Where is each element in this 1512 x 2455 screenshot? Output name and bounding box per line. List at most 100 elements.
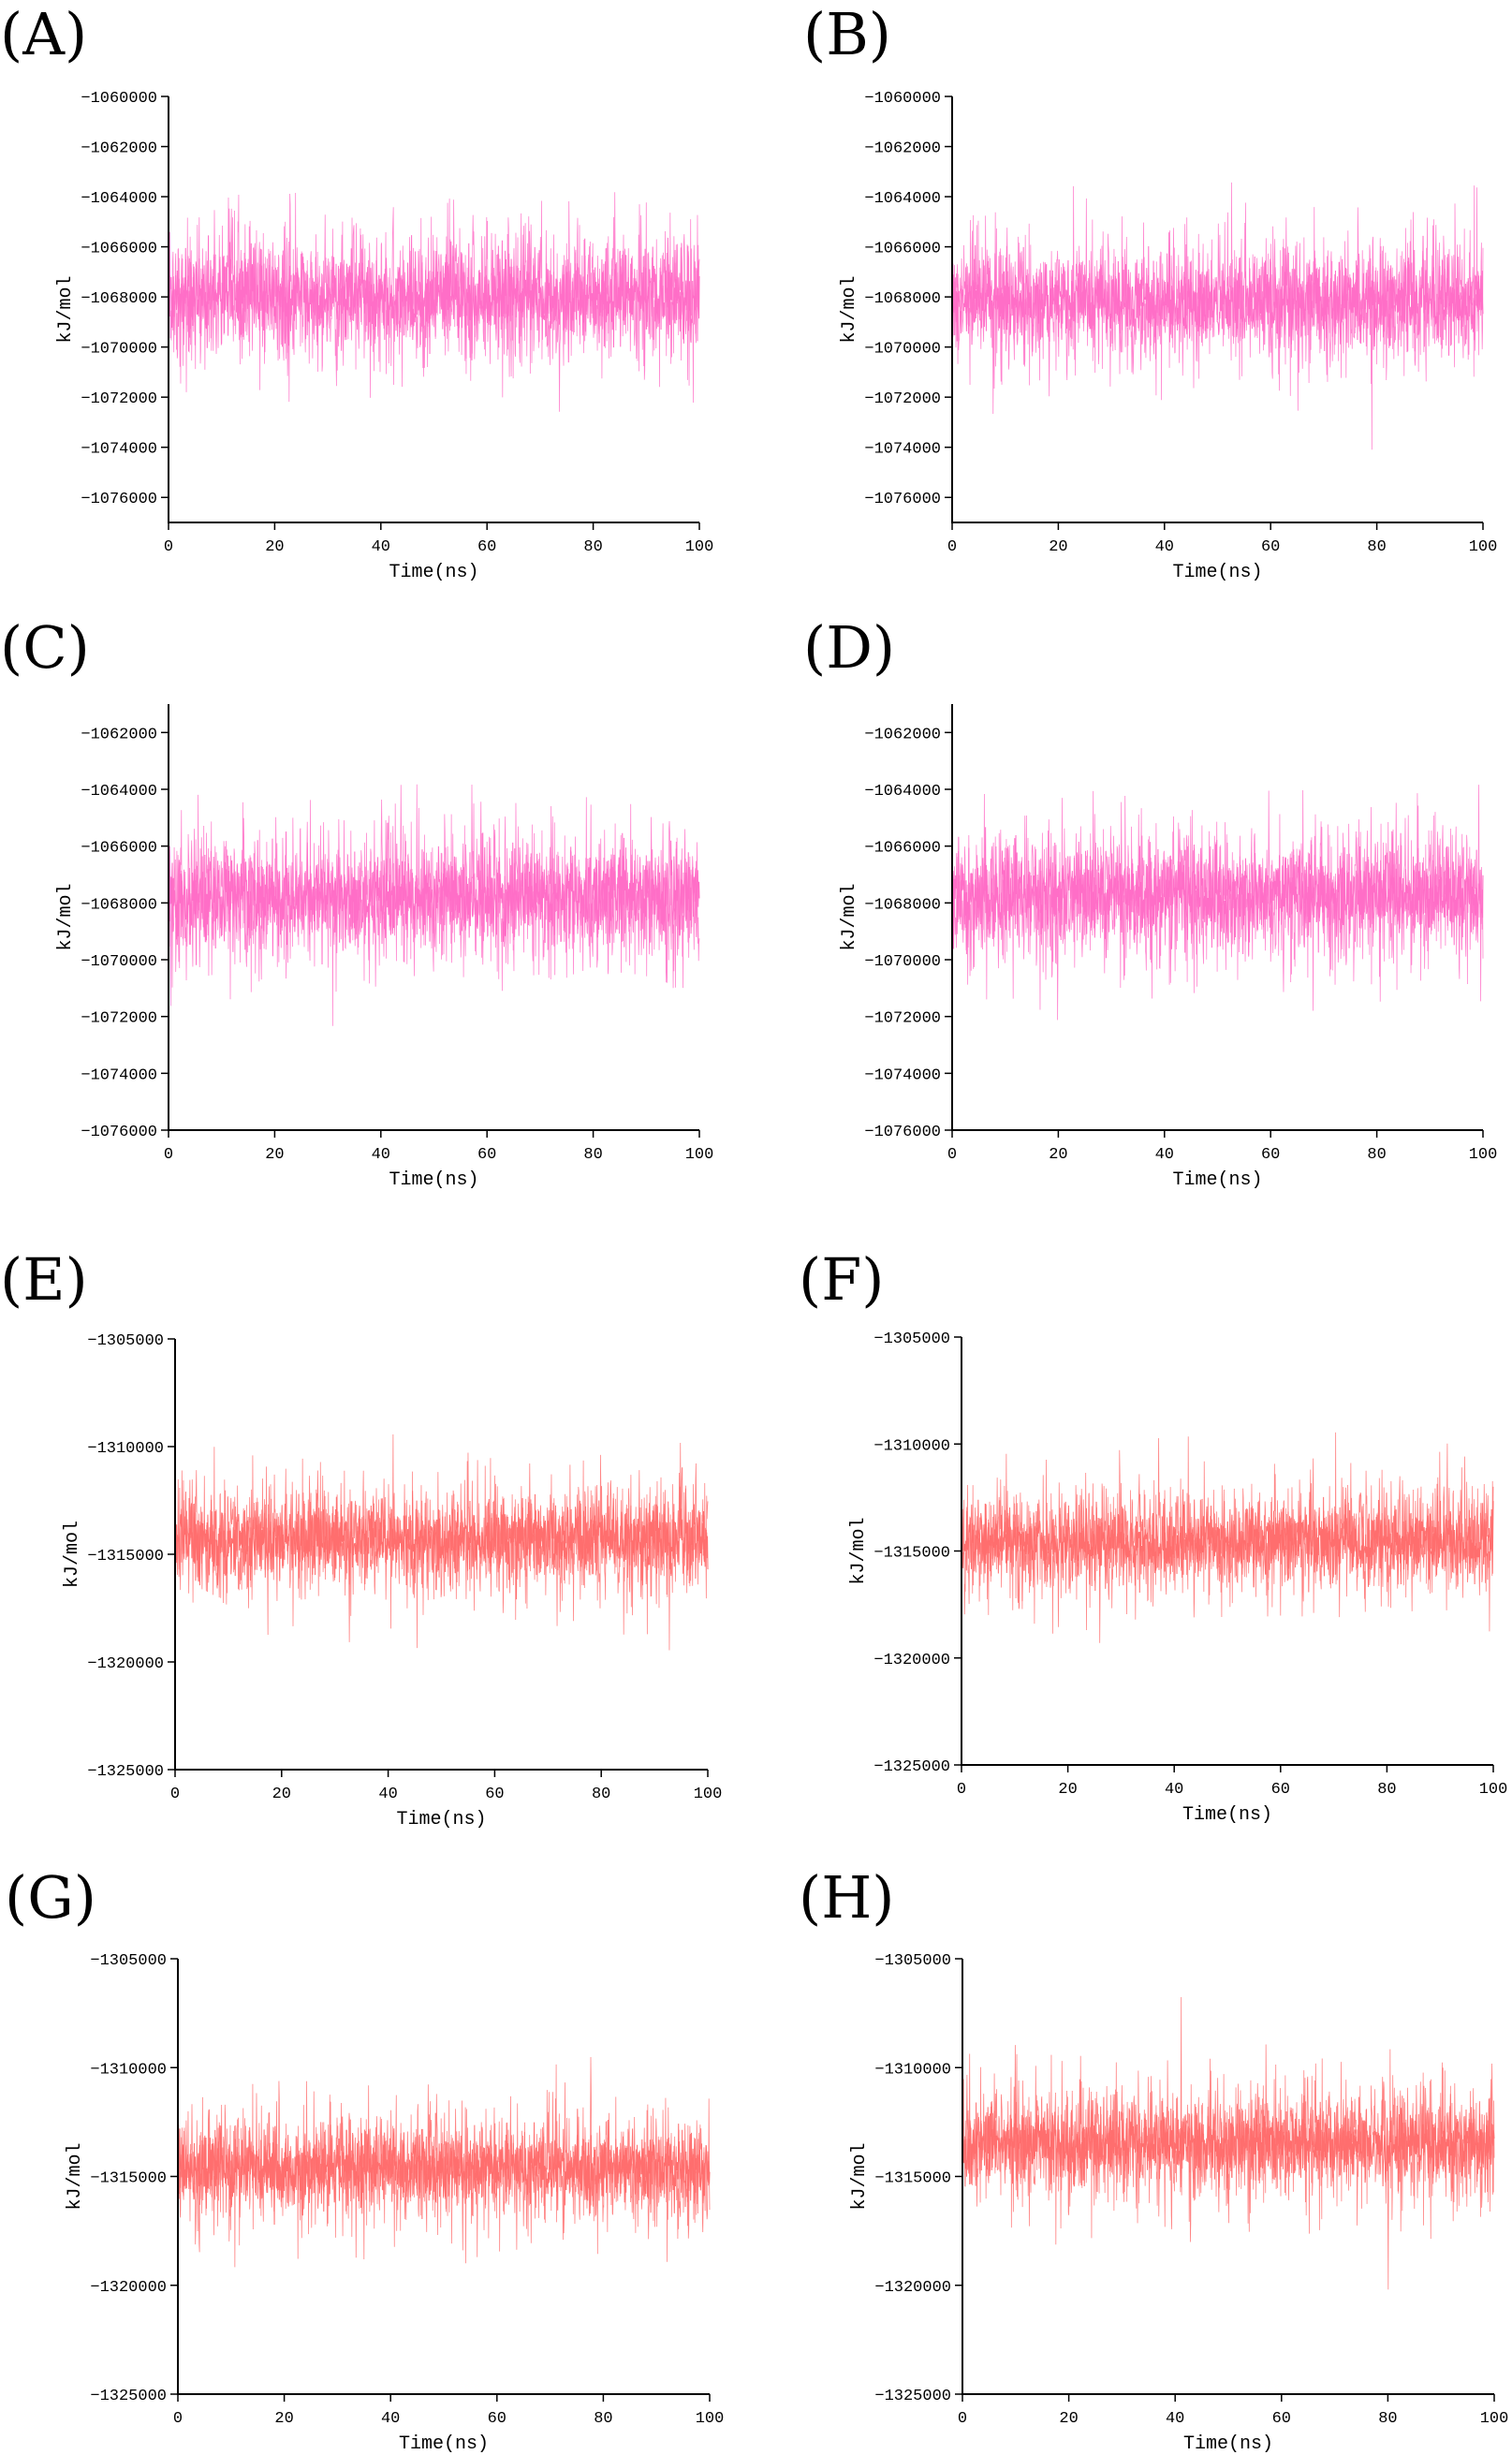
y-tick-label: −1066000 <box>864 241 941 258</box>
panel-g: (G) 0 20 40 60 80 100 −1325000 −1320000 −1315000 −… <box>5 1863 724 2455</box>
x-tick-label: 80 <box>583 538 602 556</box>
x-tick-label: 80 <box>583 1146 602 1164</box>
x-tick-label: 20 <box>274 2410 293 2428</box>
x-tick-label: 20 <box>1049 538 1067 556</box>
y-tick-label: −1310000 <box>87 1440 164 1458</box>
panel-h: (H) 0 20 40 60 80 100 −1325000 −1320000 −1315000 −… <box>799 1863 1508 2455</box>
x-tick-label: 0 <box>947 1146 957 1164</box>
y-tick-label: −1320000 <box>90 2279 167 2297</box>
series-core-h <box>962 2079 1495 2193</box>
y-tick-label: −1064000 <box>81 783 157 801</box>
x-tick-label: 80 <box>1378 2410 1397 2428</box>
x-tick-label: 40 <box>1166 2410 1184 2428</box>
y-tick-label: −1062000 <box>864 140 941 158</box>
y-tick-label: −1060000 <box>81 90 157 108</box>
x-axis-title: Time(ns) <box>389 562 478 583</box>
x-tick-label: 80 <box>1367 1146 1386 1164</box>
x-tick-label: 80 <box>594 2410 612 2428</box>
panel-label-d: (D) <box>803 613 895 682</box>
x-tick-label: 0 <box>170 1786 180 1803</box>
y-axis-title: kJ/mol <box>849 2142 871 2210</box>
y-tick-label: −1305000 <box>87 1332 164 1350</box>
y-tick-label: −1325000 <box>90 2388 167 2405</box>
x-tick-label: 20 <box>1049 1146 1067 1164</box>
series-core-a <box>168 235 700 367</box>
panel-label-f: (F) <box>799 1245 884 1314</box>
y-axis-title: kJ/mol <box>55 883 77 950</box>
panel-e: (E) 0 20 40 60 80 100 −1325000 −1320000 −1315000 −… <box>0 1245 722 1830</box>
series-core-e <box>174 1486 709 1600</box>
y-tick-label: −1315000 <box>87 1548 164 1566</box>
y-tick-label: −1315000 <box>90 2170 167 2188</box>
y-tick-label: −1076000 <box>81 1124 157 1141</box>
panel-d: (D) 0 20 40 60 80 100 −1076000 −1074000 −1072000 −… <box>803 613 1497 1191</box>
y-tick-label: −1325000 <box>87 1763 164 1781</box>
x-axis-title: Time(ns) <box>1172 562 1262 583</box>
y-tick-label: −1068000 <box>864 290 941 308</box>
x-axis-title: Time(ns) <box>1182 1804 1272 1826</box>
x-axis-title: Time(ns) <box>1172 1169 1262 1191</box>
y-tick-label: −1305000 <box>874 1952 951 1970</box>
x-tick-label: 20 <box>272 1786 291 1803</box>
series-line-g <box>177 2057 711 2268</box>
x-axis-title: Time(ns) <box>1183 2433 1273 2455</box>
x-tick-label: 100 <box>694 1786 723 1803</box>
x-tick-label: 80 <box>1367 538 1386 556</box>
x-tick-label: 100 <box>685 538 714 556</box>
y-tick-label: −1060000 <box>864 90 941 108</box>
panel-label-h: (H) <box>799 1863 894 1932</box>
y-axis-title: kJ/mol <box>62 1521 83 1588</box>
x-axis-title: Time(ns) <box>396 1809 486 1830</box>
y-tick-label: −1320000 <box>873 1652 950 1669</box>
y-tick-label: −1070000 <box>81 953 157 971</box>
x-tick-label: 40 <box>372 1146 390 1164</box>
x-tick-label: 0 <box>958 2410 967 2428</box>
x-tick-label: 0 <box>173 2410 183 2428</box>
series-core-b <box>951 232 1484 360</box>
y-tick-label: −1325000 <box>873 1758 950 1776</box>
x-tick-label: 40 <box>1155 1146 1174 1164</box>
x-tick-label: 100 <box>1480 2410 1509 2428</box>
x-axis-title: Time(ns) <box>399 2433 489 2455</box>
y-tick-label: −1070000 <box>864 953 941 971</box>
x-tick-label: 40 <box>381 2410 400 2428</box>
y-tick-label: −1066000 <box>81 840 157 858</box>
y-tick-label: −1064000 <box>81 190 157 208</box>
panel-c: (C) 0 20 40 60 80 100 −1076000 −1074000 −1072000 −… <box>0 613 713 1191</box>
y-tick-label: −1068000 <box>864 896 941 914</box>
y-tick-label: −1310000 <box>873 1437 950 1455</box>
y-tick-label: −1310000 <box>874 2061 951 2079</box>
y-tick-label: −1072000 <box>864 390 941 408</box>
panel-b: (B) 0 20 40 60 80 100 −1076000 −1074000 −1072000 −… <box>803 0 1497 583</box>
x-tick-label: 60 <box>477 1146 496 1164</box>
x-tick-label: 0 <box>947 538 957 556</box>
x-tick-label: 100 <box>685 1146 714 1164</box>
y-tick-label: −1076000 <box>864 1124 941 1141</box>
panel-label-a: (A) <box>0 0 87 68</box>
y-tick-label: −1072000 <box>81 1010 157 1028</box>
y-tick-label: −1315000 <box>873 1545 950 1563</box>
x-tick-label: 20 <box>265 538 284 556</box>
x-tick-label: 40 <box>378 1786 397 1803</box>
panel-label-b: (B) <box>803 0 891 68</box>
x-tick-label: 100 <box>1469 538 1498 556</box>
panel-label-c: (C) <box>0 613 90 682</box>
y-tick-label: −1072000 <box>864 1010 941 1028</box>
x-tick-label: 60 <box>1271 1781 1290 1799</box>
series-core-c <box>168 831 700 965</box>
panel-label-e: (E) <box>0 1245 88 1314</box>
y-tick-label: −1074000 <box>864 441 941 459</box>
x-tick-label: 20 <box>1059 2410 1078 2428</box>
x-tick-label: 0 <box>957 1781 966 1799</box>
x-tick-label: 20 <box>265 1146 284 1164</box>
y-axis-title: kJ/mol <box>848 1517 870 1584</box>
series-core-d <box>951 827 1484 960</box>
series-core-f <box>961 1489 1494 1602</box>
x-tick-label: 60 <box>1261 1146 1280 1164</box>
x-tick-label: 20 <box>1058 1781 1077 1799</box>
y-tick-label: −1320000 <box>874 2279 951 2297</box>
y-tick-label: −1076000 <box>81 491 157 508</box>
y-tick-label: −1315000 <box>874 2170 951 2188</box>
x-tick-label: 40 <box>372 538 390 556</box>
y-tick-label: −1310000 <box>90 2061 167 2079</box>
